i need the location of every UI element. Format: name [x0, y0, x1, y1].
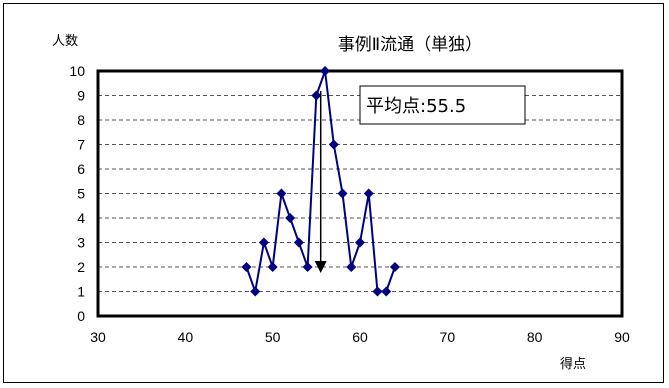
x-axis-title: 得点	[560, 356, 586, 372]
data-point	[311, 90, 322, 101]
data-point	[346, 262, 357, 272]
data-point	[276, 188, 287, 199]
y-tick-label: 5	[77, 186, 85, 202]
y-tick-label: 4	[77, 210, 85, 226]
x-tick-labels: 30 40 50 60 70 80 90	[90, 329, 630, 345]
data-point	[302, 262, 313, 272]
data-point	[250, 286, 261, 297]
y-tick-label: 0	[77, 308, 85, 324]
x-tick-label: 50	[265, 329, 281, 345]
chart-title: 事例Ⅱ流通（単独）	[338, 35, 482, 55]
plot-area	[96, 69, 624, 318]
y-tick-labels: 0 1 2 3 4 5 6 7 8 9 10	[69, 63, 85, 324]
data-point	[389, 262, 400, 272]
x-tick-label: 60	[352, 329, 368, 345]
x-tick-label: 80	[527, 329, 543, 345]
series-path	[245, 70, 396, 296]
x-tick-label: 40	[178, 329, 194, 345]
x-tick-label: 70	[440, 329, 456, 345]
data-point	[241, 262, 252, 272]
mean-arrow-head	[314, 261, 327, 273]
data-point	[328, 139, 339, 150]
y-tick-label: 8	[77, 112, 85, 128]
mean-label-box	[359, 85, 526, 125]
series-line	[241, 66, 400, 297]
data-point	[337, 188, 348, 199]
data-point	[355, 237, 365, 248]
y-tick-label: 10	[69, 63, 85, 79]
y-tick-label: 2	[77, 259, 85, 275]
y-tick-label: 9	[77, 88, 85, 104]
gridlines	[98, 95, 622, 292]
x-tick-label: 90	[614, 329, 630, 345]
data-point	[363, 188, 374, 199]
mean-label: 平均点:55.5	[366, 96, 466, 117]
y-axis-title: 人数	[52, 34, 78, 49]
data-point	[320, 66, 331, 76]
annotation: 平均点:55.5	[314, 85, 526, 273]
y-tick-label: 7	[77, 137, 85, 153]
data-point	[293, 237, 304, 248]
data-point	[258, 237, 269, 248]
y-tick-label: 6	[77, 161, 85, 177]
data-point	[372, 286, 383, 297]
x-tick-label: 30	[90, 329, 106, 345]
data-point	[285, 213, 296, 223]
data-point	[381, 286, 392, 297]
data-point	[267, 262, 278, 272]
y-tick-label: 3	[77, 235, 85, 251]
y-tick-label: 1	[77, 284, 85, 300]
chart-frame	[3, 3, 664, 383]
